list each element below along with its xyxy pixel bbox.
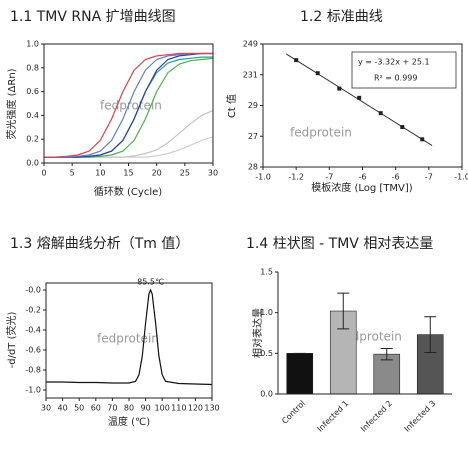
- y-axis-label: 荧光强度 (ΔRn): [5, 68, 18, 139]
- plot-frame: [262, 43, 463, 168]
- y-tick-label: 27: [248, 132, 258, 141]
- point: [400, 125, 405, 130]
- x-tick-label: -6: [359, 173, 367, 182]
- y-axis-label: 相对表达量: [251, 308, 264, 358]
- x-axis-label: 温度 (℃): [108, 415, 150, 428]
- point: [294, 58, 299, 63]
- error-bar: [380, 347, 393, 361]
- x-tick-label: Infected 2: [359, 399, 394, 434]
- x-tick-label: 120: [188, 404, 203, 413]
- chart-title: 1.3 熔解曲线分析（Tm 值）: [10, 236, 189, 252]
- series-line: [46, 288, 213, 386]
- axes: [277, 272, 452, 395]
- y-tick-label: 0.8: [26, 63, 39, 72]
- y-tick-label: 0.0: [260, 390, 273, 399]
- y-axis-label: Ct 值: [225, 94, 238, 118]
- y-tick-label: -0.4: [25, 326, 41, 335]
- y-tick-label: -0.2: [25, 306, 41, 315]
- equation: y = -3.32x + 25.1: [358, 58, 430, 67]
- chart-title: 1.2 标准曲线: [300, 9, 383, 25]
- series-line: [44, 52, 213, 158]
- r-squared: R² = 0.999: [374, 74, 417, 83]
- x-tick-label: 80: [124, 404, 134, 413]
- y-tick-label: -0.6: [25, 346, 41, 355]
- x-tick-label: 40: [58, 404, 68, 413]
- y-tick-label: 1.0: [26, 40, 39, 49]
- y-tick-label: 0.5: [260, 349, 273, 358]
- y-tick-label: 0.6: [26, 87, 39, 96]
- x-tick-label: -1.0: [255, 173, 271, 182]
- error-bar: [424, 316, 437, 354]
- error-bar: [337, 292, 350, 330]
- x-axis-label: 循环数 (Cycle): [94, 185, 162, 198]
- x-tick-label: -7: [425, 173, 433, 182]
- y-tick-label: 0.2: [26, 135, 39, 144]
- x-tick-label: 20: [152, 169, 162, 178]
- x-tick-label: 130: [204, 404, 219, 413]
- y-tick-label: 0.0: [26, 159, 39, 168]
- chart-title: 1.4 柱状图 - TMV 相对表达量: [246, 236, 433, 252]
- point: [357, 95, 362, 100]
- x-tick-label: 70: [107, 404, 117, 413]
- series-line: [44, 136, 214, 158]
- y-tick-label: 28: [248, 163, 258, 172]
- x-axis-label: 模板浓度 (Log [TMV]): [311, 181, 412, 194]
- y-axis-label: -d/dT (荧光): [5, 312, 18, 369]
- x-tick-label: 50: [74, 404, 84, 413]
- bar: [286, 353, 314, 395]
- watermark: fedprotein: [97, 332, 159, 346]
- peak-label: 85.5℃: [137, 278, 164, 287]
- y-tick-label: 231: [243, 70, 258, 79]
- x-tick-label: Control: [280, 399, 307, 426]
- x-tick-label: -1.0: [454, 173, 468, 182]
- y-tick-label: 1.0: [260, 308, 273, 317]
- x-tick-label: -1.2: [288, 173, 304, 182]
- x-tick-label: 30: [41, 404, 51, 413]
- y-tick-label: 29: [248, 101, 258, 110]
- point: [420, 137, 425, 142]
- x-tick-label: 5: [70, 169, 75, 178]
- y-tick-label: -1.0: [25, 386, 41, 395]
- point: [315, 71, 320, 76]
- watermark: fedprotein: [290, 126, 352, 140]
- x-tick-label: Infected 3: [403, 399, 438, 434]
- x-tick-label: 30: [208, 169, 218, 178]
- x-tick-label: Infected 1: [316, 399, 351, 434]
- y-tick-label: 249: [243, 40, 258, 49]
- x-tick-label: 10: [95, 169, 105, 178]
- plot-frame: [43, 43, 214, 164]
- series-line: [44, 52, 213, 158]
- y-tick-label: 0.4: [26, 111, 39, 120]
- point: [337, 86, 342, 91]
- x-tick-label: 25: [180, 169, 190, 178]
- x-tick-label: 90: [141, 404, 151, 413]
- series-line: [44, 110, 214, 158]
- point: [378, 111, 383, 116]
- chart-title: 1.1 TMV RNA 扩增曲线图: [10, 9, 176, 25]
- x-tick-label: 60: [91, 404, 101, 413]
- x-tick-label: 0: [41, 169, 46, 178]
- bar: [373, 353, 401, 395]
- x-tick-label: -7: [325, 173, 333, 182]
- x-tick-label: 100: [155, 404, 170, 413]
- y-tick-label: -0.8: [25, 366, 41, 375]
- y-tick-label: 1.5: [260, 268, 273, 277]
- plot-frame: [45, 282, 213, 399]
- x-tick-label: -6: [392, 173, 400, 182]
- equation-box: [351, 51, 457, 89]
- x-tick-label: 110: [171, 404, 186, 413]
- y-tick-label: -0.0: [25, 286, 41, 295]
- x-tick-label: 15: [123, 169, 133, 178]
